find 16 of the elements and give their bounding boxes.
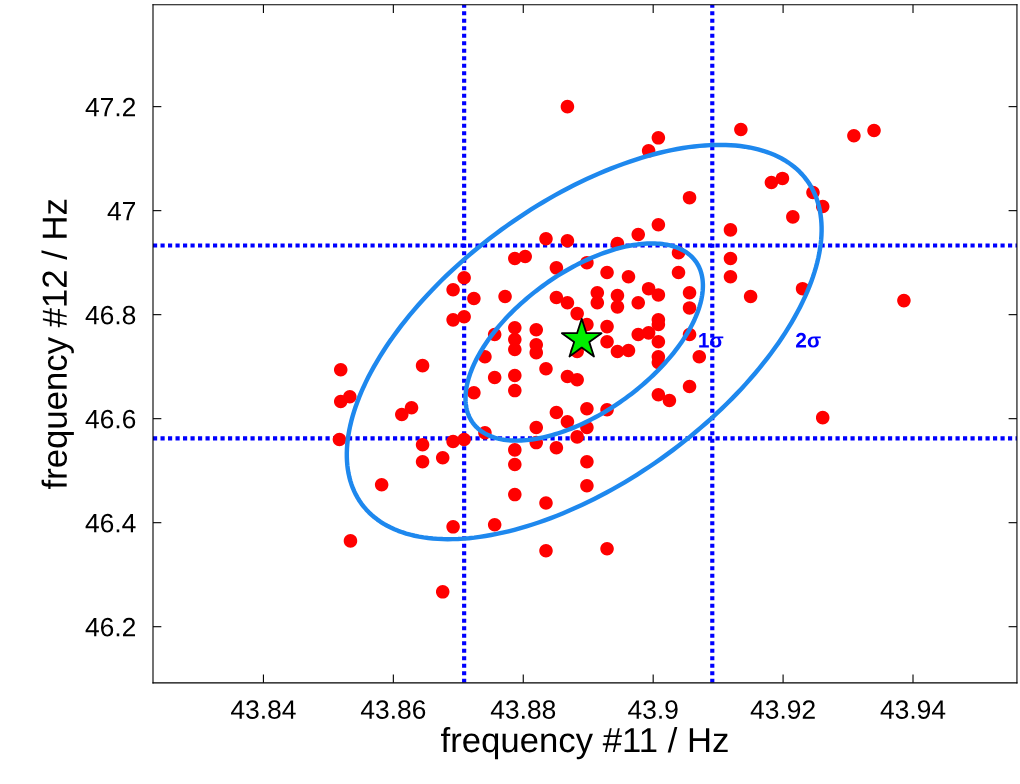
- x-tick-label: 43.92: [750, 700, 815, 719]
- x-axis-title: frequency #11 / Hz: [441, 726, 728, 760]
- x-tick-label: 43.86: [360, 700, 426, 719]
- y-tick-label: 47: [107, 202, 136, 221]
- y-tick-label: 46.8: [85, 305, 136, 325]
- x-tick-label: 43.88: [490, 700, 556, 719]
- x-tick-label: 43.9: [628, 700, 678, 719]
- x-tick-label: 43.94: [880, 700, 946, 719]
- annotation: 2σ: [796, 332, 821, 348]
- y-tick-label: 46.4: [85, 513, 136, 533]
- y-tick-label: 47.2: [85, 97, 136, 117]
- annotation: 1σ: [699, 333, 724, 348]
- y-tick-label: 46.2: [85, 617, 136, 637]
- y-axis-title: frequency #12 / Hz: [41, 199, 74, 489]
- x-tick-label: 43.84: [231, 700, 296, 719]
- y-tick-label: 46.6: [85, 409, 136, 429]
